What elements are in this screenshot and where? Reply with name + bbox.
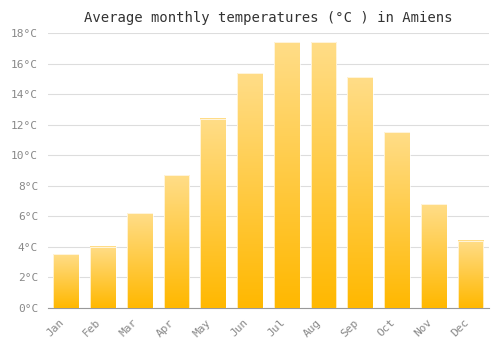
- Bar: [348, 77, 373, 308]
- Bar: [458, 241, 483, 308]
- Title: Average monthly temperatures (°C ) in Amiens: Average monthly temperatures (°C ) in Am…: [84, 11, 452, 25]
- Bar: [421, 204, 446, 308]
- Bar: [200, 119, 226, 308]
- Bar: [274, 42, 299, 308]
- Bar: [310, 42, 336, 308]
- Bar: [90, 247, 116, 308]
- Bar: [237, 73, 263, 308]
- Bar: [54, 254, 79, 308]
- Bar: [164, 175, 190, 308]
- Bar: [127, 213, 152, 308]
- Bar: [384, 132, 410, 308]
